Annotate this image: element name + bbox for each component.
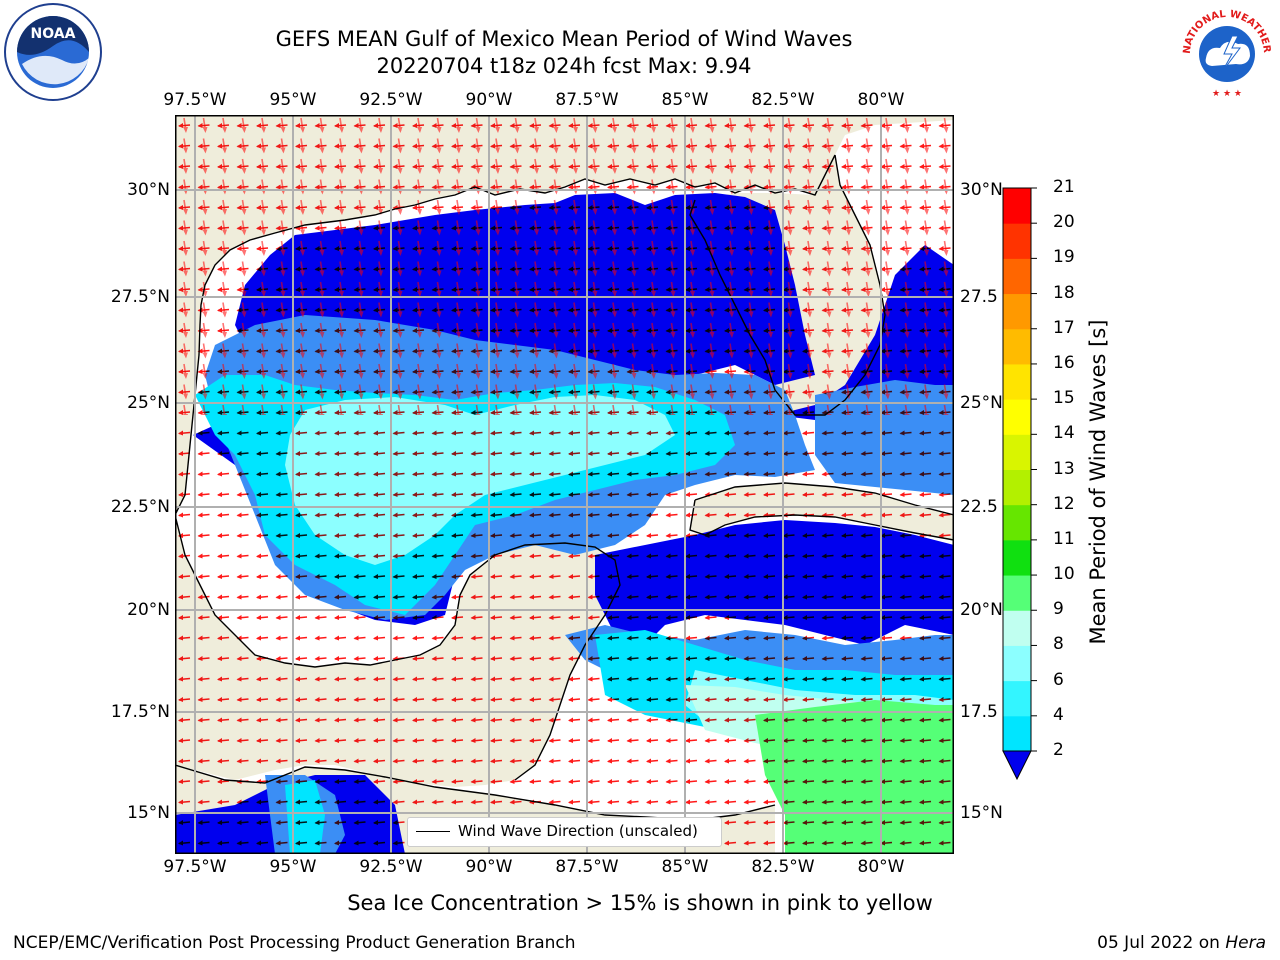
wind-direction-legend: Wind Wave Direction (unscaled) <box>407 817 722 847</box>
colorbar-tick-label: 2 <box>1053 740 1064 760</box>
lon-label: 95°W <box>269 857 317 877</box>
colorbar-tick-label: 20 <box>1053 212 1075 233</box>
colorbar-segment <box>1003 399 1031 435</box>
date-text: 05 Jul 2022 on <box>1097 933 1226 953</box>
svg-text:★ ★ ★: ★ ★ ★ <box>1212 89 1242 99</box>
colorbar-tick-label: 19 <box>1053 247 1075 268</box>
colorbar-tick-label: 10 <box>1053 564 1075 585</box>
lon-label: 80°W <box>857 857 905 877</box>
lon-label: 80°W <box>857 90 905 110</box>
colorbar-tick-label: 8 <box>1053 634 1064 655</box>
lon-label: 92.5°W <box>359 857 423 877</box>
gulf-map <box>175 115 954 854</box>
colorbar-tick-label: 18 <box>1053 282 1075 303</box>
colorbar-segment <box>1003 363 1031 400</box>
colorbar-ticks: 2 4 6 8 9 10 11 12 13 14 15 16 17 18 19 20 21 <box>1050 0 1090 960</box>
lon-label: 82.5°W <box>751 857 815 877</box>
lat-label: 25°N <box>960 393 1003 413</box>
colorbar-segment <box>1003 715 1031 752</box>
svg-text:NOAA: NOAA <box>31 26 76 42</box>
lon-label: 90°W <box>465 857 513 877</box>
legend-label: Wind Wave Direction (unscaled) <box>458 822 698 840</box>
nws-logo: NATIONAL WEATHER SERVICE ★ ★ ★ <box>1176 2 1274 99</box>
lat-label: 27.5 <box>960 287 998 307</box>
lon-label: 90°W <box>465 90 513 110</box>
graticule <box>175 115 954 854</box>
lat-label: 15°N <box>960 803 1003 823</box>
coastline <box>175 154 954 821</box>
colorbar-segment <box>1003 188 1031 224</box>
colorbar-extend-triangle <box>1002 750 1032 781</box>
colorbar-tick-label: 15 <box>1053 388 1075 409</box>
colorbar-tick-label: 12 <box>1053 493 1075 514</box>
colorbar-tick-label: 9 <box>1053 599 1064 620</box>
colorbar-tick-label: 6 <box>1053 669 1064 690</box>
colorbar-tick-label: 4 <box>1053 704 1064 725</box>
lat-label: 30°N <box>127 180 170 200</box>
map-title: GEFS MEAN Gulf of Mexico Mean Period of … <box>275 27 853 51</box>
lat-label: 30°N <box>960 180 1003 200</box>
branch-credit: NCEP/EMC/Verification Post Processing Pr… <box>13 933 576 953</box>
colorbar-segment <box>1003 645 1031 682</box>
colorbar-segment <box>1003 469 1031 506</box>
colorbar-segment <box>1003 539 1031 576</box>
lon-label: 92.5°W <box>359 90 423 110</box>
colorbar-tick-label: 16 <box>1053 352 1075 373</box>
lat-label: 22.5°N <box>110 497 170 517</box>
colorbar-tick-label: 21 <box>1053 177 1075 197</box>
colorbar-segment <box>1003 610 1031 646</box>
lon-label: 87.5°W <box>555 90 619 110</box>
colorbar-segment <box>1003 293 1031 330</box>
sea-ice-note: Sea Ice Concentration > 15% is shown in … <box>347 891 933 915</box>
lon-label: 85°W <box>661 90 709 110</box>
colorbar-segment <box>1003 504 1031 541</box>
colorbar-segment <box>1003 258 1031 295</box>
noaa-logo: NOAA <box>4 3 102 101</box>
colorbar-tick-label: 11 <box>1053 528 1075 549</box>
colorbar-segment <box>1003 575 1031 611</box>
lon-label: 87.5°W <box>555 857 619 877</box>
date-credit: 05 Jul 2022 on Hera <box>1097 933 1266 953</box>
lat-label: 25°N <box>127 393 170 413</box>
lon-label: 97.5°W <box>163 857 227 877</box>
lat-label: 15°N <box>127 803 170 823</box>
colorbar-tick-label: 13 <box>1053 458 1075 479</box>
colorbar-segment <box>1003 434 1031 470</box>
lon-label: 97.5°W <box>163 90 227 110</box>
map-subtitle: 20220704 t18z 024h fcst Max: 9.94 <box>376 54 752 78</box>
colorbar-segment <box>1003 223 1031 259</box>
lat-label: 17.5°N <box>110 702 170 722</box>
lon-label: 85°W <box>661 857 709 877</box>
legend-line-sample <box>416 831 450 832</box>
lat-label: 20°N <box>960 600 1003 620</box>
colorbar-tick-label: 17 <box>1053 317 1075 338</box>
lat-label: 22.5 <box>960 497 998 517</box>
lon-label: 95°W <box>269 90 317 110</box>
machine-name: Hera <box>1225 933 1266 953</box>
lat-label: 20°N <box>127 600 170 620</box>
colorbar-segment <box>1003 680 1031 717</box>
lat-label: 27.5°N <box>110 287 170 307</box>
colorbar-segment <box>1003 328 1031 365</box>
colorbar-tick-label: 14 <box>1053 423 1075 444</box>
lon-label: 82.5°W <box>751 90 815 110</box>
colorbar <box>1002 187 1037 781</box>
colorbar-label: Mean Period of Wind Waves [s] <box>1086 319 1110 645</box>
lat-label: 17.5 <box>960 702 998 722</box>
